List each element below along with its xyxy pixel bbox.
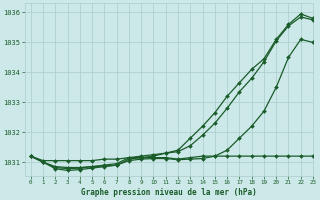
X-axis label: Graphe pression niveau de la mer (hPa): Graphe pression niveau de la mer (hPa) — [81, 188, 257, 197]
